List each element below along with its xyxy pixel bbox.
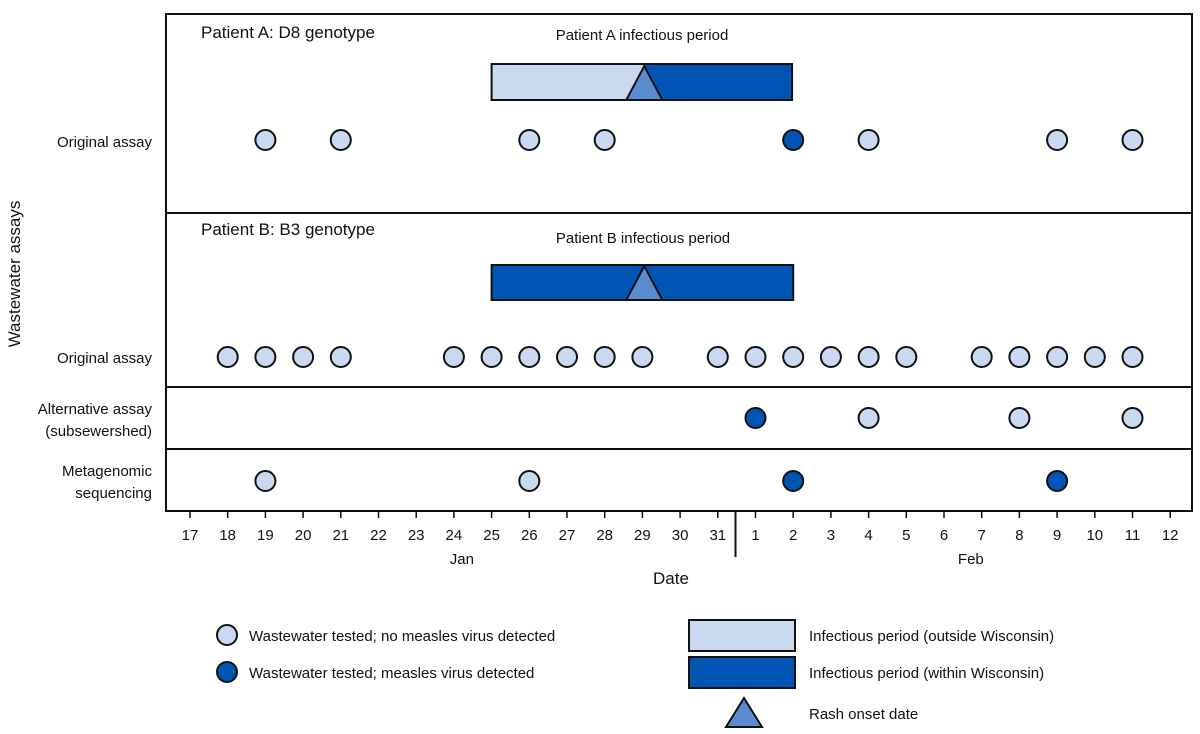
sample-not-detected-marker xyxy=(1046,129,1069,151)
sample-not-detected-marker xyxy=(857,407,880,429)
panel-a-title: Patient A: D8 genotype xyxy=(201,23,375,42)
sample-not-detected-marker xyxy=(895,346,918,368)
sample-markers xyxy=(216,129,1144,492)
sample-not-detected-marker xyxy=(593,346,616,368)
sample-not-detected-marker xyxy=(518,346,541,368)
x-tick-label: 20 xyxy=(295,527,312,544)
sample-not-detected-marker xyxy=(1008,346,1031,368)
x-tick-label: 18 xyxy=(219,527,236,544)
x-tick-label: 5 xyxy=(902,527,910,544)
x-tick-label: 30 xyxy=(672,527,689,544)
sample-not-detected-marker xyxy=(857,129,880,151)
sample-not-detected-marker xyxy=(1121,407,1144,429)
legend-within-label: Infectious period (within Wisconsin) xyxy=(809,665,1044,682)
sample-not-detected-marker xyxy=(1046,346,1069,368)
x-tick-label: 25 xyxy=(483,527,500,544)
legend-rash-label: Rash onset date xyxy=(809,706,918,723)
x-tick-label: 28 xyxy=(596,527,613,544)
sample-not-detected-marker xyxy=(857,346,880,368)
month-label: Feb xyxy=(958,551,984,568)
sample-not-detected-marker xyxy=(254,470,277,492)
x-axis-ticks: 17 18 19 20 21 22 23 24 25 26 27 28 29 30 31 1 2 3 4 5 6 7 8 9 1… xyxy=(182,511,1179,568)
legend-detected-marker xyxy=(216,661,238,683)
legend-outside-label: Infectious period (outside Wisconsin) xyxy=(809,628,1054,645)
rash-onset-marker xyxy=(624,263,664,301)
x-tick-label: 6 xyxy=(940,527,948,544)
sample-not-detected-marker xyxy=(593,129,616,151)
panel-a-infectious-label: Patient A infectious period xyxy=(556,27,729,44)
x-tick-label: 4 xyxy=(864,527,872,544)
sample-not-detected-marker xyxy=(254,346,277,368)
legend: Wastewater tested; no measles virus dete… xyxy=(216,619,1054,728)
legend-not-detected-marker xyxy=(216,624,238,646)
sample-not-detected-marker xyxy=(1083,346,1106,368)
x-tick-label: 2 xyxy=(789,527,797,544)
sample-not-detected-marker xyxy=(819,346,842,368)
legend-rash-marker xyxy=(724,696,764,728)
rash-onset-marker xyxy=(624,63,664,101)
x-tick-label: 23 xyxy=(408,527,425,544)
infectious-period-outside-bar xyxy=(490,63,646,101)
y-axis-label: Wastewater assays xyxy=(5,201,24,348)
panel-b-row-label-meta-1: Metagenomic xyxy=(62,463,153,480)
sample-not-detected-marker xyxy=(329,346,352,368)
sample-not-detected-marker xyxy=(970,346,993,368)
x-tick-label: 22 xyxy=(370,527,387,544)
x-tick-label: 29 xyxy=(634,527,651,544)
panel-a-row-label: Original assay xyxy=(57,134,153,151)
x-axis-label: Date xyxy=(653,569,689,588)
sample-not-detected-marker xyxy=(556,346,578,368)
panel-b-row-label-alt-2: (subsewershed) xyxy=(45,423,152,440)
sample-not-detected-marker xyxy=(216,346,239,368)
sample-not-detected-marker xyxy=(329,129,352,151)
sample-not-detected-marker xyxy=(1121,346,1144,368)
sample-not-detected-marker xyxy=(292,346,315,368)
sample-not-detected-marker xyxy=(744,346,767,368)
sample-not-detected-marker xyxy=(442,346,465,368)
sample-not-detected-marker xyxy=(782,346,805,368)
x-tick-label: 17 xyxy=(182,527,199,544)
panel-b-infectious-label: Patient B infectious period xyxy=(556,230,730,247)
x-tick-label: 27 xyxy=(559,527,576,544)
sample-detected-marker xyxy=(782,470,805,492)
metagenomic-frame xyxy=(165,448,1193,512)
sample-detected-marker xyxy=(744,407,767,429)
sample-not-detected-marker xyxy=(518,470,541,492)
panel-b-row-label-meta-2: sequencing xyxy=(75,485,152,502)
x-tick-label: 24 xyxy=(446,527,463,544)
x-tick-label: 21 xyxy=(332,527,349,544)
panel-b-title: Patient B: B3 genotype xyxy=(201,220,375,239)
x-tick-label: 1 xyxy=(751,527,759,544)
legend-detected-label: Wastewater tested; measles virus detecte… xyxy=(249,665,534,682)
infectious-periods xyxy=(490,63,795,301)
legend-outside-swatch xyxy=(688,619,796,652)
x-tick-label: 7 xyxy=(978,527,986,544)
x-tick-label: 9 xyxy=(1053,527,1061,544)
sample-not-detected-marker xyxy=(706,346,729,368)
x-tick-label: 12 xyxy=(1162,527,1179,544)
x-tick-label: 26 xyxy=(521,527,538,544)
x-tick-label: 8 xyxy=(1015,527,1023,544)
legend-not-detected-label: Wastewater tested; no measles virus dete… xyxy=(249,628,555,645)
x-tick-label: 3 xyxy=(827,527,835,544)
sample-not-detected-marker xyxy=(1121,129,1144,151)
sample-not-detected-marker xyxy=(1008,407,1031,429)
panel-b-row-label-alt-1: Alternative assay xyxy=(38,401,153,418)
infectious-period-within-bar xyxy=(643,63,794,101)
x-tick-label: 10 xyxy=(1086,527,1103,544)
x-tick-label: 11 xyxy=(1125,527,1141,544)
sample-not-detected-marker xyxy=(631,346,654,368)
sample-not-detected-marker xyxy=(518,129,541,151)
x-tick-label: 31 xyxy=(709,527,726,544)
sample-detected-marker xyxy=(1046,470,1069,492)
alt-assay-frame xyxy=(165,386,1193,450)
sample-detected-marker xyxy=(782,129,805,151)
x-tick-label: 19 xyxy=(257,527,274,544)
panel-b-row-label-original: Original assay xyxy=(57,350,153,367)
month-label: Jan xyxy=(450,551,474,568)
legend-within-swatch xyxy=(688,656,796,689)
sample-not-detected-marker xyxy=(254,129,277,151)
sample-not-detected-marker xyxy=(480,346,503,368)
